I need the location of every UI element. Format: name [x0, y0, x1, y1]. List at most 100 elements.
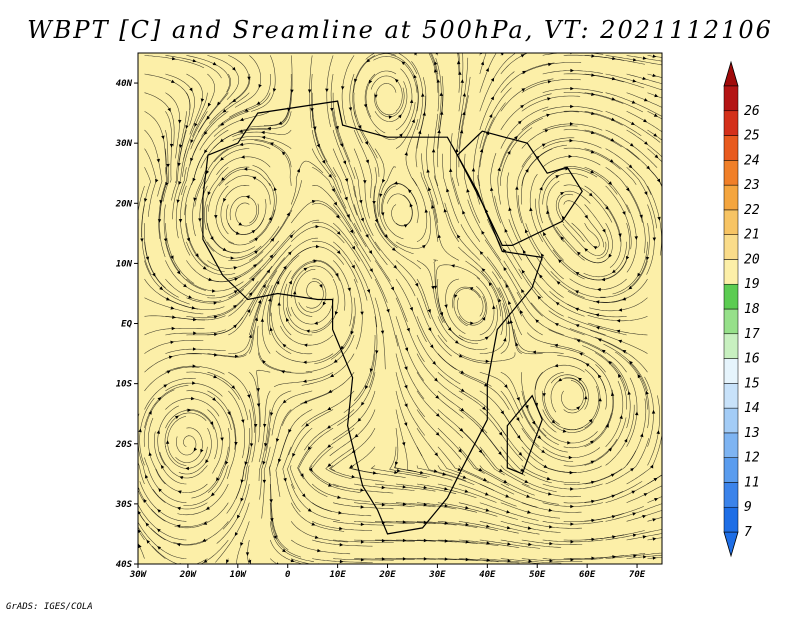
streamline-arrow: [652, 556, 657, 560]
streamline-arrow: [504, 228, 508, 233]
streamline-arrow: [433, 469, 438, 473]
streamline-arrow: [286, 317, 290, 322]
streamline-arrow: [138, 428, 142, 433]
colorbar-swatch: [723, 308, 739, 335]
streamline-arrow: [296, 168, 300, 173]
streamline-arrow: [166, 370, 171, 374]
streamline-arrow: [351, 475, 356, 479]
streamline-arrow: [471, 167, 476, 172]
streamline-arrow: [178, 119, 182, 124]
streamline-arrow: [492, 305, 496, 310]
streamline-arrow: [657, 216, 661, 221]
streamline-arrow: [517, 120, 522, 125]
streamline-arrow: [159, 286, 164, 291]
streamline-arrow: [230, 256, 235, 260]
streamline-arrow: [384, 234, 388, 238]
streamline-arrow: [569, 138, 574, 143]
streamline-arrow: [179, 476, 184, 480]
streamline-arrow: [165, 440, 170, 444]
streamline-arrow: [520, 468, 525, 472]
footer-credit: GrADS: IGES/COLA: [6, 602, 93, 612]
streamline-arrow: [314, 535, 319, 539]
streamline-arrow: [577, 377, 582, 382]
streamline-arrow: [554, 323, 559, 327]
streamline-arrow: [212, 289, 216, 293]
streamline-arrow: [527, 510, 532, 514]
streamline-arrow: [490, 77, 495, 82]
streamline-arrow: [458, 354, 463, 358]
streamline-arrow: [404, 422, 408, 427]
streamline-arrow: [526, 494, 531, 498]
streamline-arrow: [347, 287, 351, 292]
streamline-arrow: [549, 559, 554, 563]
streamline-arrow: [588, 192, 593, 197]
streamline-arrow: [235, 354, 239, 359]
streamline-arrow: [396, 468, 401, 473]
streamlines: [138, 53, 662, 564]
streamline-arrow: [328, 389, 333, 393]
streamline-arrow: [146, 539, 150, 544]
streamline-arrow: [205, 170, 210, 175]
streamline-arrow: [602, 228, 606, 233]
streamline-arrow: [601, 349, 606, 354]
streamline-arrow: [653, 477, 658, 482]
streamline-arrow: [643, 493, 648, 497]
streamline-arrow: [273, 535, 277, 540]
streamline-arrow: [315, 244, 320, 249]
colorbar-swatch: [723, 432, 739, 458]
streamline-arrow: [192, 381, 196, 385]
streamline-arrow: [144, 474, 149, 479]
streamline-arrow: [490, 96, 494, 101]
colorbar-swatch: [723, 209, 739, 235]
streamline-arrow: [363, 104, 368, 108]
streamline-arrow: [260, 318, 264, 322]
streamline-arrow: [282, 399, 287, 404]
map-title: WBPT [C] and Sreamline at 500hPa, VT: 20…: [27, 16, 773, 44]
streamline-arrow: [200, 449, 204, 453]
streamline-arrow: [635, 411, 639, 416]
streamline-arrow: [363, 180, 367, 184]
colorbar-label: 9: [744, 500, 752, 515]
streamline-arrow: [644, 191, 648, 196]
streamline-arrow: [514, 135, 518, 140]
streamline-arrow: [169, 143, 174, 148]
streamline-arrow: [569, 122, 574, 126]
streamline-arrow: [435, 395, 440, 399]
streamline-arrow: [171, 326, 176, 331]
colorbar-label: 24: [744, 153, 760, 168]
streamline-arrow: [449, 168, 453, 172]
streamline-arrow: [565, 167, 569, 171]
streamline-arrow: [233, 290, 238, 294]
streamline-arrow: [541, 449, 546, 453]
streamline-arrow: [175, 415, 179, 419]
x-tick-label: 70E: [629, 570, 646, 580]
streamline-arrow: [269, 254, 274, 259]
colorbar-swatch: [723, 184, 739, 211]
streamline-arrow: [431, 285, 435, 290]
streamline-arrow: [178, 181, 182, 186]
streamline-arrow: [214, 215, 218, 219]
streamline-arrow: [327, 425, 331, 429]
streamline-arrow: [611, 117, 615, 121]
streamline-arrow: [611, 76, 616, 81]
streamline-arrow: [191, 306, 196, 310]
streamline-arrow: [624, 438, 628, 443]
streamline-arrow: [348, 107, 353, 111]
streamline-arrow: [575, 290, 579, 294]
streamline-arrow: [457, 467, 462, 471]
streamline-arrow: [190, 139, 194, 144]
streamline-arrow: [503, 337, 507, 342]
streamline-arrow: [555, 175, 560, 179]
streamline-arrow: [160, 464, 165, 469]
streamline-arrow: [507, 559, 512, 563]
streamline-arrow: [206, 115, 210, 120]
streamline-arrow: [618, 233, 622, 238]
streamline-arrow: [374, 219, 378, 223]
streamline-arrow: [506, 526, 511, 530]
streamline-arrow: [630, 121, 635, 125]
streamline-arrow: [381, 212, 385, 217]
streamline-arrow: [330, 373, 334, 378]
streamline-arrow: [369, 79, 373, 84]
streamline-arrow: [176, 270, 181, 275]
streamline-arrow: [629, 143, 634, 147]
